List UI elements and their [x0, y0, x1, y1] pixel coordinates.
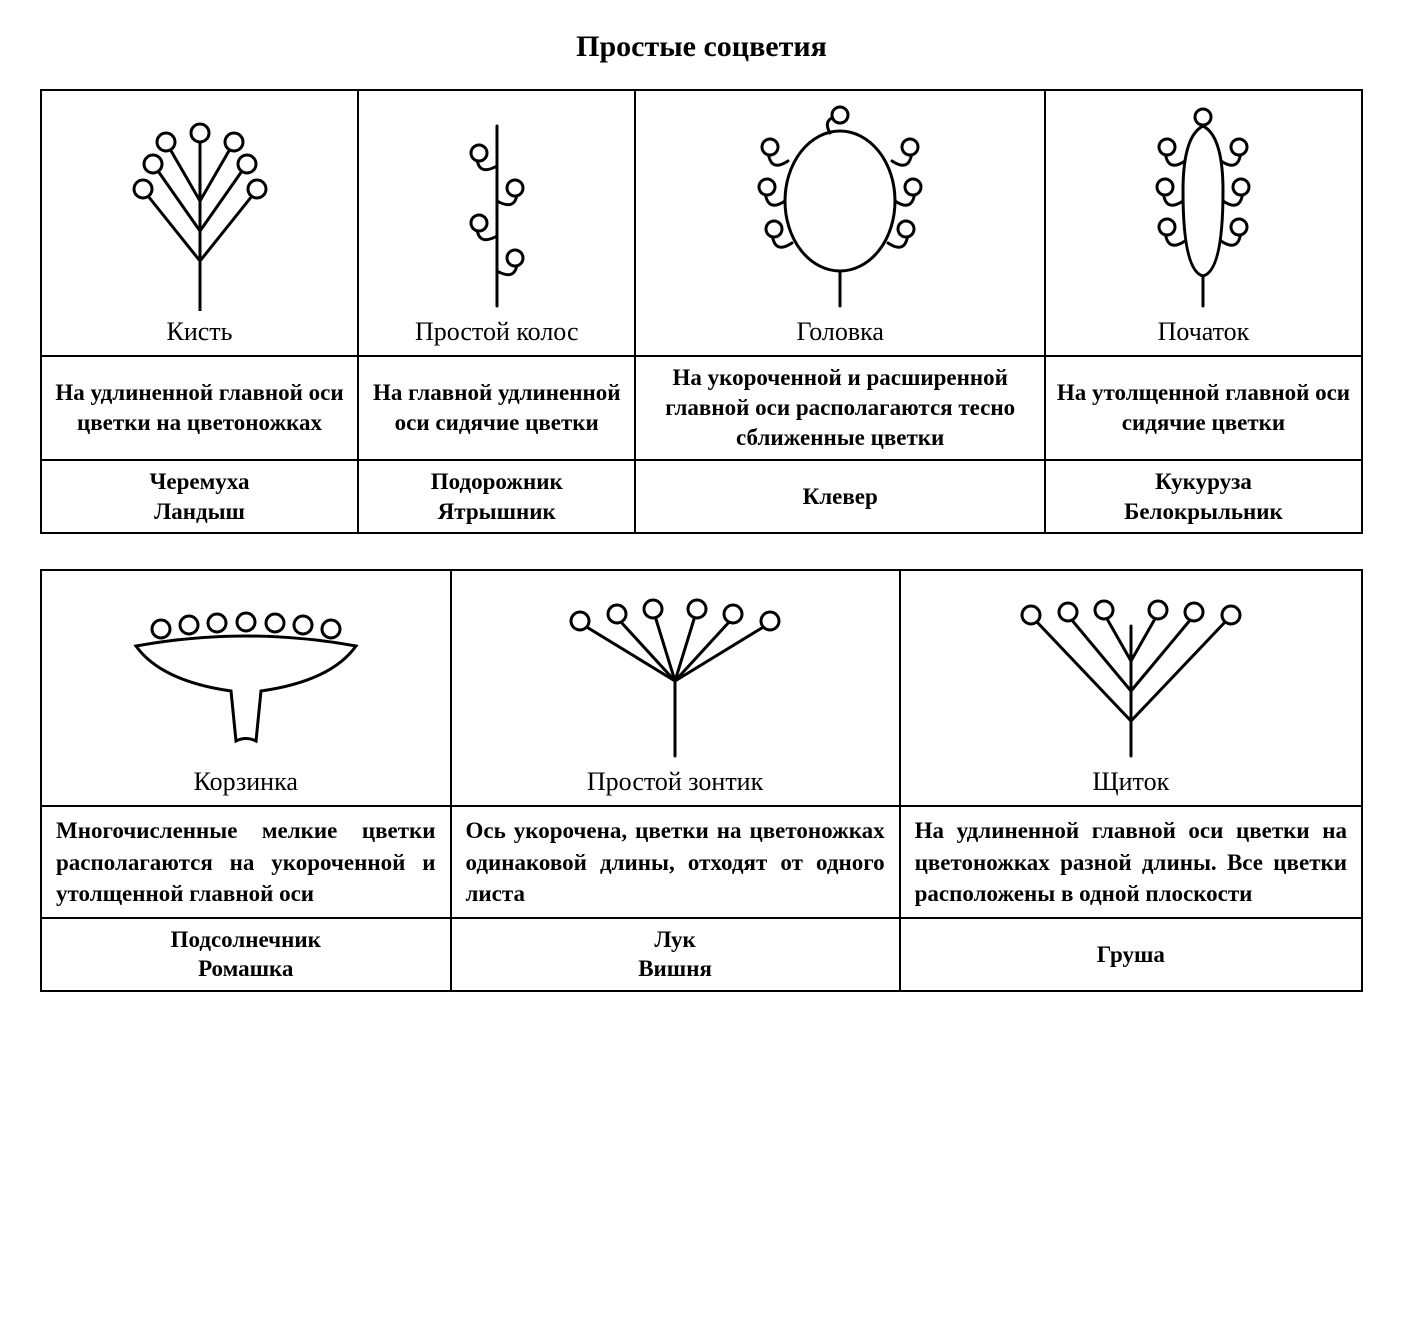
golovka-label: Головка	[642, 317, 1038, 347]
shitok-examples: Груша	[900, 918, 1362, 992]
pochatok-description: На утолщенной главной оси сидячие цветки	[1045, 356, 1362, 460]
cell-korzinka-diagram: Корзинка	[41, 570, 451, 806]
zontik-examples: ЛукВишня	[451, 918, 900, 992]
golovka-description: На укороченной и расширен­ной главной ос…	[635, 356, 1045, 460]
kolos-description: На главной удли­ненной оси сидя­чие цвет…	[358, 356, 635, 460]
table-1: Кисть Простой колос	[40, 89, 1363, 534]
korzinka-description: Многочисленные мелкие цветки располагают…	[41, 806, 451, 917]
pochatok-label: Початок	[1052, 317, 1355, 347]
shitok-icon	[981, 581, 1281, 761]
korzinka-icon	[101, 581, 391, 761]
korzinka-examples: ПодсолнечникРомашка	[41, 918, 451, 992]
pochatok-icon	[1118, 101, 1288, 311]
cell-golovka-diagram: Головка	[635, 90, 1045, 356]
kist-description: На удлиненной главной оси цветки на цвет…	[41, 356, 358, 460]
kolos-label: Простой колос	[365, 317, 628, 347]
golovka-examples: Клевер	[635, 460, 1045, 534]
cell-pochatok-diagram: Початок	[1045, 90, 1362, 356]
zontik-icon	[525, 581, 825, 761]
cell-shitok-diagram: Щиток	[900, 570, 1362, 806]
kist-icon	[110, 101, 290, 311]
kolos-icon	[427, 101, 567, 311]
pochatok-examples: КукурузаБелокрыльник	[1045, 460, 1362, 534]
zontik-label: Простой зонтик	[458, 767, 893, 797]
page-title: Простые соцветия	[40, 30, 1363, 64]
cell-zontik-diagram: Простой зонтик	[451, 570, 900, 806]
golovka-icon	[730, 101, 950, 311]
shitok-description: На удлиненной главной оси цветки на цвет…	[900, 806, 1362, 917]
shitok-label: Щиток	[907, 767, 1355, 797]
korzinka-label: Корзинка	[48, 767, 444, 797]
table-2: Корзинка	[40, 569, 1363, 992]
kolos-examples: ПодорожникЯтрышник	[358, 460, 635, 534]
zontik-description: Ось укорочена, цветки на цветоножках оди…	[451, 806, 900, 917]
cell-kolos-diagram: Простой колос	[358, 90, 635, 356]
kist-examples: ЧеремухаЛандыш	[41, 460, 358, 534]
kist-label: Кисть	[48, 317, 351, 347]
cell-kist-diagram: Кисть	[41, 90, 358, 356]
